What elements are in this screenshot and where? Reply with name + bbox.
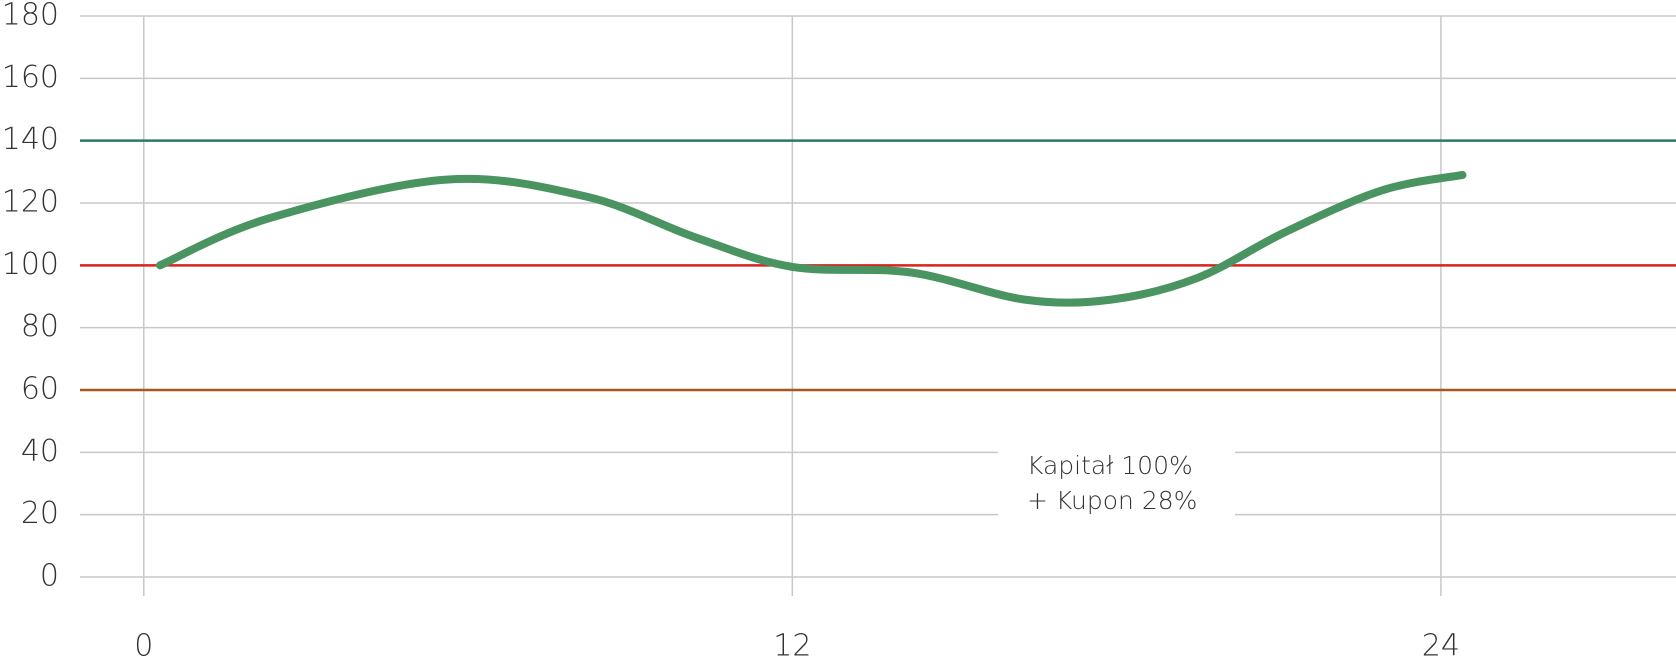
annotation: + Kupon 28% <box>1027 486 1197 515</box>
data-line <box>155 170 1467 307</box>
x-tick-label: 24 <box>1422 629 1460 659</box>
y-tick-label: 180 <box>2 0 59 33</box>
y-tick-label: 160 <box>2 60 59 95</box>
y-tick-label: 140 <box>2 122 59 157</box>
x-tick-label: 12 <box>773 629 811 659</box>
y-tick-label: 120 <box>2 185 59 220</box>
x-tick-label: 0 <box>134 629 153 659</box>
y-tick-label: 80 <box>21 309 59 344</box>
y-tick-label: 0 <box>40 559 59 594</box>
y-tick-label: 40 <box>21 434 59 469</box>
annotation-background <box>998 444 1235 522</box>
y-tick-label: 20 <box>21 496 59 531</box>
annotation: Kapitał 100% <box>1027 451 1193 480</box>
y-tick-label: 60 <box>21 372 59 407</box>
y-tick-label: 100 <box>2 247 59 282</box>
